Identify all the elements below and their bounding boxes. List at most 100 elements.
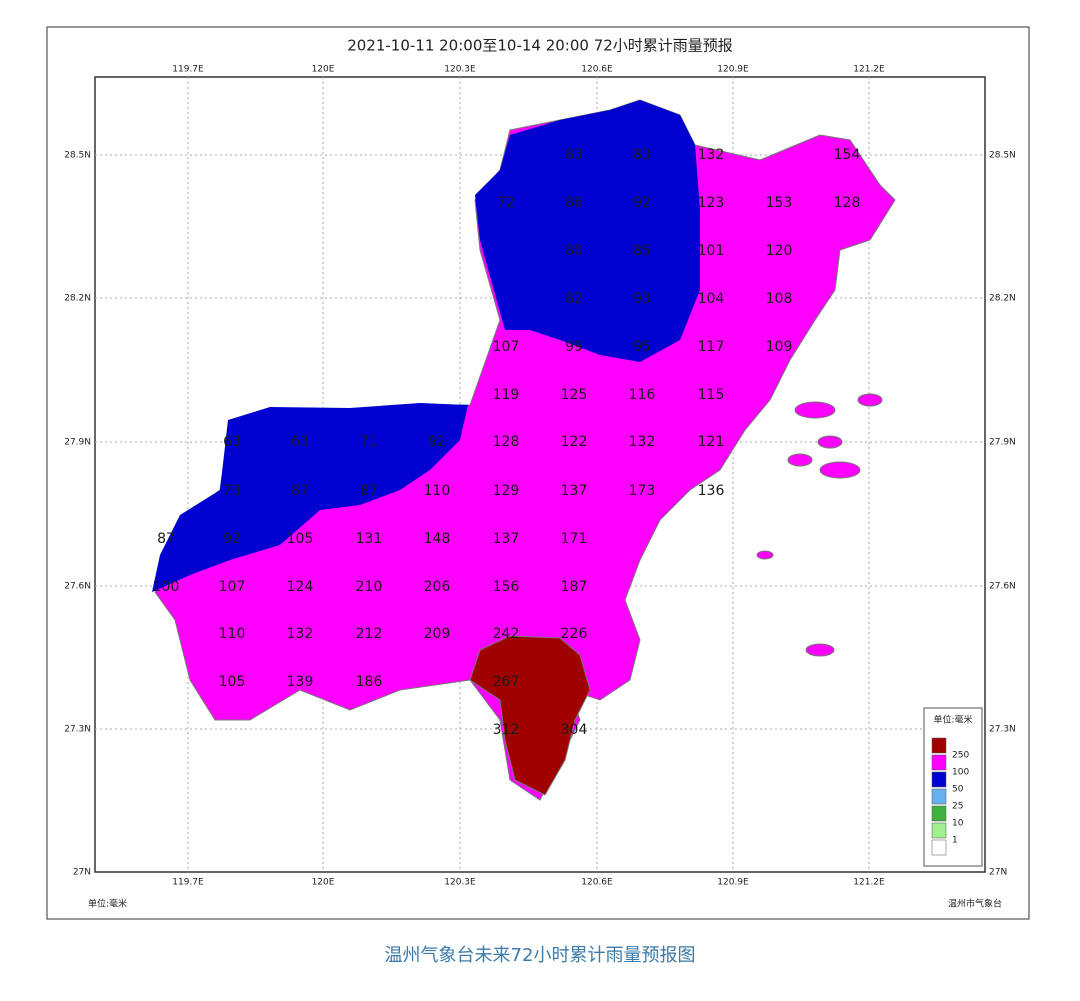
station-value: 212: [356, 626, 383, 642]
legend-level: 25: [952, 802, 963, 812]
lon-tick-label: 120.9E: [717, 65, 749, 75]
lat-tick-label: 27.3N: [989, 725, 1016, 735]
station-value: 71: [360, 434, 378, 450]
legend-level: 100: [952, 768, 969, 778]
legend-title: 单位:毫米: [933, 714, 972, 726]
station-value: 171: [561, 531, 588, 547]
station-value: 105: [287, 531, 314, 547]
station-value: 117: [698, 339, 725, 355]
station-value: 92: [223, 531, 241, 547]
station-value: 132: [287, 626, 314, 642]
station-value: 108: [766, 291, 793, 307]
station-value: 267: [493, 674, 520, 690]
station-value: 156: [493, 579, 520, 595]
station-value: 123: [698, 195, 725, 211]
station-value: 87: [291, 483, 309, 499]
station-value: 92: [633, 195, 651, 211]
station-value: 110: [219, 626, 246, 642]
station-value: 120: [766, 243, 793, 259]
islands: [756, 393, 883, 657]
legend-swatch: [931, 771, 947, 788]
footer-left: 单位:毫米: [88, 898, 127, 910]
station-value: 85: [633, 243, 651, 259]
rain-50-100-north: [475, 100, 700, 362]
rain-100-250: [154, 99, 896, 801]
lon-tick-label: 120E: [312, 878, 335, 888]
station-value: 187: [561, 579, 588, 595]
legend-swatch: [931, 822, 947, 839]
station-value: 312: [493, 722, 520, 738]
station-value: 107: [493, 339, 520, 355]
station-value: 210: [356, 579, 383, 595]
lat-tick-label: 27.9N: [989, 438, 1016, 448]
lon-tick-label: 120.9E: [717, 878, 749, 888]
station-value: 100: [153, 579, 180, 595]
lon-tick-label: 120.6E: [581, 878, 613, 888]
station-value: 206: [424, 579, 451, 595]
station-value: 72: [497, 195, 515, 211]
station-value: 173: [629, 483, 656, 499]
station-value: 122: [561, 434, 588, 450]
island: [787, 453, 813, 467]
legend-level: 250: [952, 751, 969, 761]
station-value: 105: [219, 674, 246, 690]
station-value: 186: [356, 674, 383, 690]
station-value: 83: [565, 147, 583, 163]
station-value: 209: [424, 626, 451, 642]
rain-50-100-west: [152, 403, 468, 592]
legend-level: 1: [952, 836, 958, 846]
station-value: 86: [565, 195, 583, 211]
station-value: 139: [287, 674, 314, 690]
station-value: 137: [493, 531, 520, 547]
island: [805, 643, 835, 657]
station-value: 153: [766, 195, 793, 211]
station-value: 101: [698, 243, 725, 259]
station-value: 304: [561, 722, 588, 738]
legend-swatch: [931, 754, 947, 771]
station-value: 137: [561, 483, 588, 499]
station-value: 115: [698, 387, 725, 403]
station-value: 73: [223, 483, 241, 499]
station-value: 104: [698, 291, 725, 307]
station-value: 119: [493, 387, 520, 403]
lon-tick-label: 119.7E: [172, 65, 204, 75]
rain-250-plus: [469, 635, 591, 796]
lat-tick-label: 27.6N: [989, 582, 1016, 592]
lat-tick-label: 28.5N: [989, 151, 1016, 161]
lon-tick-label: 120.3E: [444, 878, 476, 888]
lat-tick-label: 27.9N: [64, 438, 91, 448]
lon-tick-label: 120.3E: [444, 65, 476, 75]
station-value: 131: [356, 531, 383, 547]
island: [756, 550, 774, 560]
lon-tick-label: 121.2E: [853, 878, 885, 888]
lat-tick-label: 27N: [989, 868, 1007, 878]
station-value: 95: [633, 339, 651, 355]
legend-swatch: [931, 839, 947, 856]
station-value: 107: [219, 579, 246, 595]
island: [817, 435, 843, 449]
station-value: 109: [766, 339, 793, 355]
lat-tick-label: 28.5N: [64, 151, 91, 161]
island: [794, 401, 836, 419]
station-value: 132: [698, 147, 725, 163]
station-value: 148: [424, 531, 451, 547]
lon-tick-label: 120.6E: [581, 65, 613, 75]
legend-swatch: [931, 788, 947, 805]
station-value: 129: [493, 483, 520, 499]
lon-tick-label: 120E: [312, 65, 335, 75]
legend-level: 50: [952, 785, 964, 795]
station-value: 63: [223, 434, 241, 450]
station-value: 110: [424, 483, 451, 499]
station-value: 128: [834, 195, 861, 211]
station-value: 125: [561, 387, 588, 403]
station-value: 63: [291, 434, 309, 450]
lat-tick-label: 27.3N: [64, 725, 91, 735]
station-value: 87: [360, 483, 378, 499]
station-value: 226: [561, 626, 588, 642]
footer-right: 温州市气象台: [948, 898, 1002, 910]
station-value: 83: [633, 147, 651, 163]
lon-tick-label: 121.2E: [853, 65, 885, 75]
station-value: 154: [834, 147, 861, 163]
